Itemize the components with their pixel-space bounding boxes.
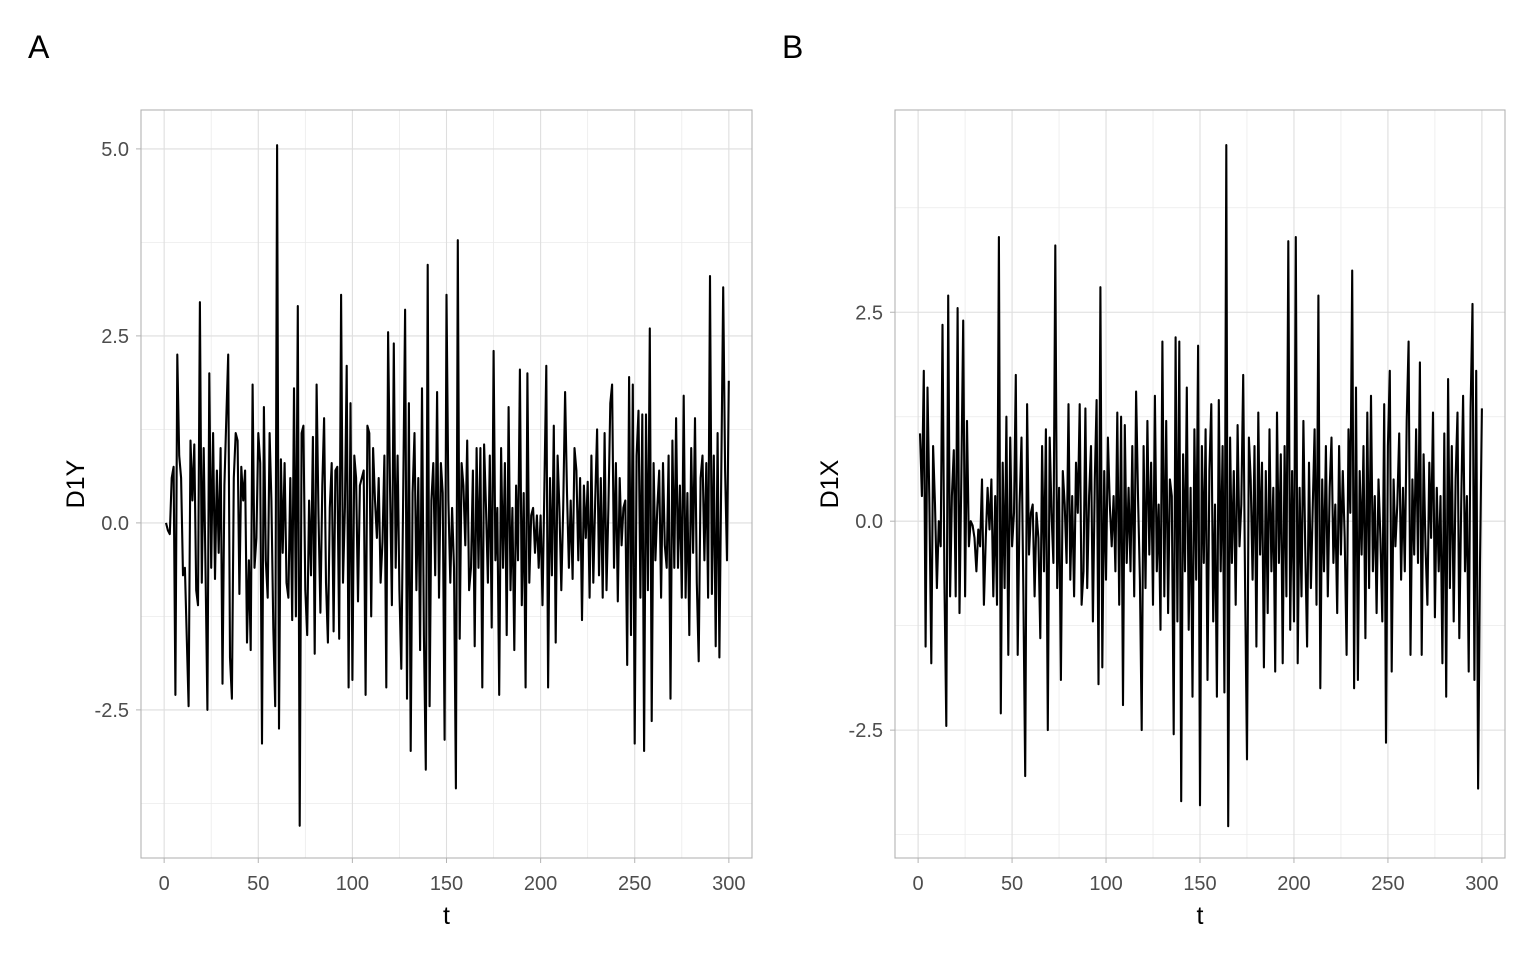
x-tick-label: 300 — [1465, 873, 1498, 895]
y-tick-label: 0.0 — [855, 511, 883, 533]
x-tick-label: 0 — [159, 873, 170, 895]
panel-a: A 0 50 100 150 200 250 300 -2.5 0.0 2.5 5.0 t D1Y — [28, 29, 753, 930]
y-tick-label: 0.0 — [101, 513, 129, 535]
x-tick-label: 200 — [1277, 873, 1310, 895]
y-tick-label: 2.5 — [855, 302, 883, 324]
panel-tag: B — [782, 29, 803, 65]
x-tick-label: 250 — [618, 873, 651, 895]
x-tick-label: 0 — [913, 873, 924, 895]
y-axis-title: D1Y — [62, 459, 90, 508]
x-tick-label: 100 — [336, 873, 369, 895]
y-tick-label: -2.5 — [95, 700, 129, 722]
panel-b: B 0 50 100 150 200 250 300 -2.5 0.0 2.5 t D1X — [782, 29, 1506, 930]
y-tick-label: 5.0 — [101, 139, 129, 161]
x-tick-label: 200 — [524, 873, 557, 895]
x-tick-label: 150 — [1183, 873, 1216, 895]
series-line-d1y — [164, 144, 730, 827]
y-axis-title: D1X — [816, 459, 844, 508]
y-tick-label: -2.5 — [849, 720, 883, 742]
series-line-d1x — [918, 144, 1483, 828]
x-tick-label: 150 — [430, 873, 463, 895]
y-tick-label: 2.5 — [101, 326, 129, 348]
x-tick-label: 250 — [1371, 873, 1404, 895]
panel-tag: A — [28, 29, 50, 65]
x-axis-title: t — [443, 902, 450, 930]
x-axis-title: t — [1197, 902, 1204, 930]
x-tick-label: 100 — [1089, 873, 1122, 895]
x-tick-label: 50 — [247, 873, 269, 895]
x-tick-label: 300 — [712, 873, 745, 895]
x-tick-label: 50 — [1001, 873, 1023, 895]
